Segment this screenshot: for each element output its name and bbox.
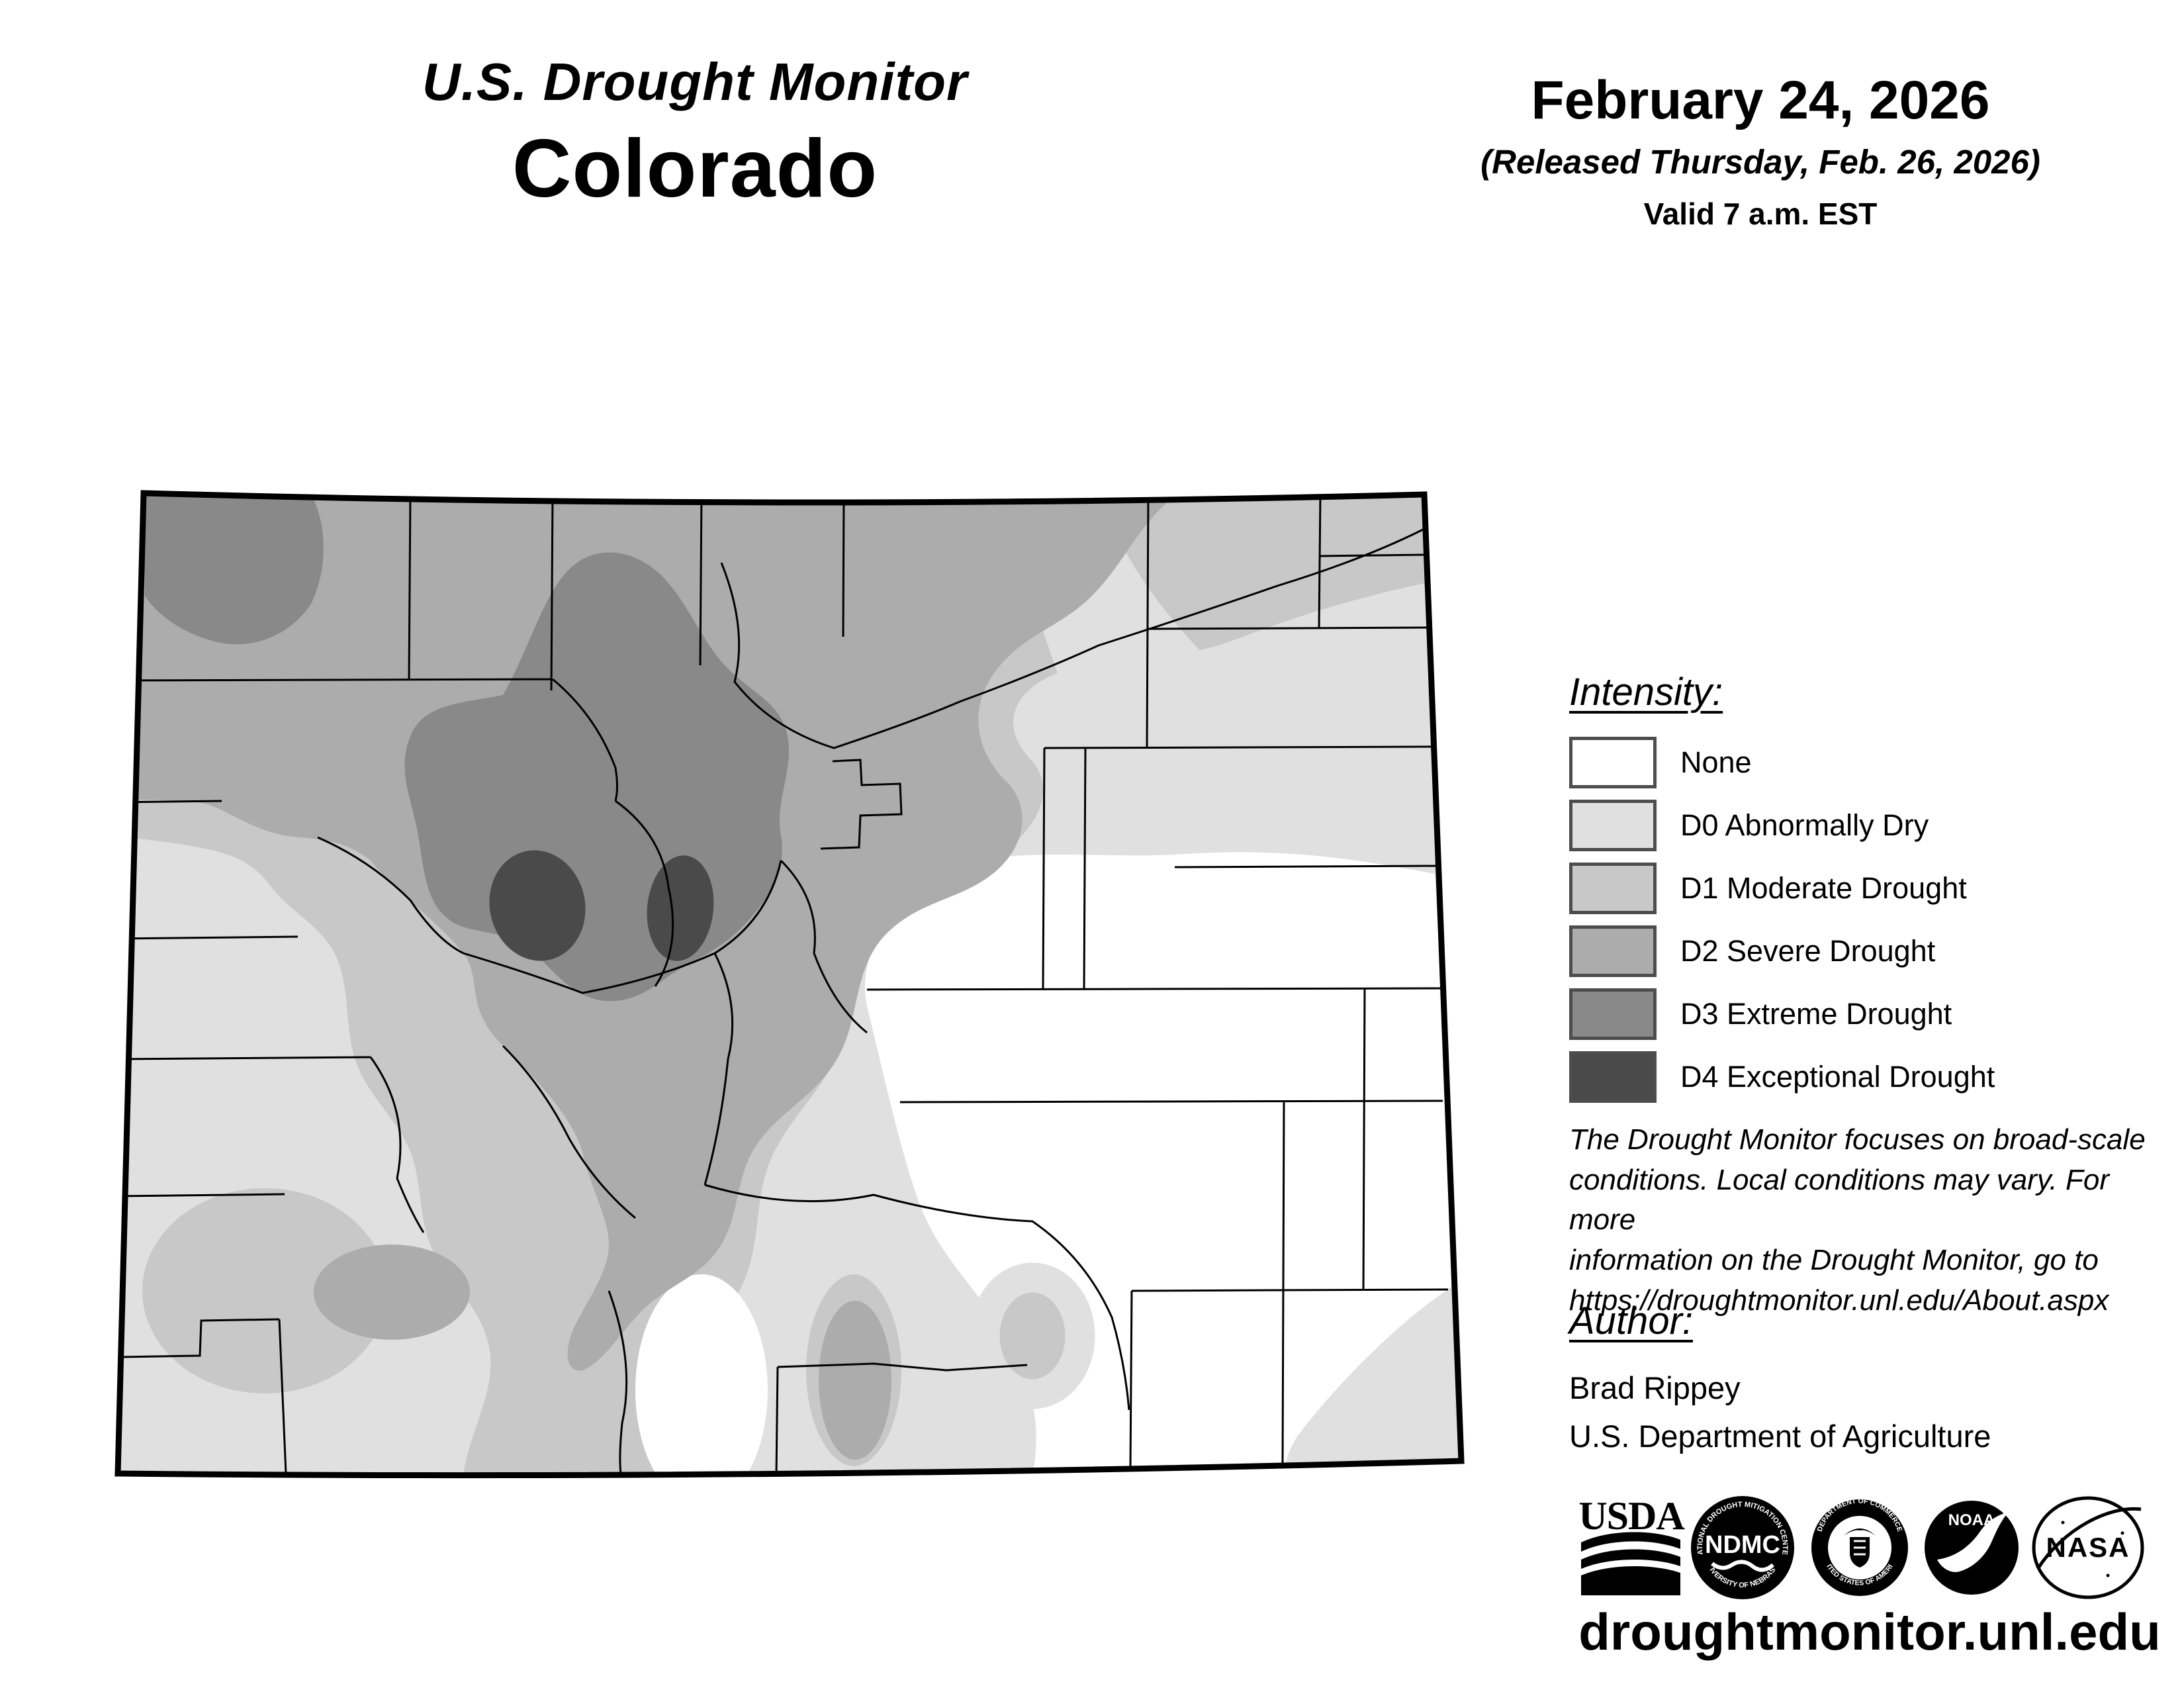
- drought-region-d2-southwest: [314, 1244, 470, 1340]
- legend-swatch-none: [1569, 737, 1657, 788]
- agency-logos: USDA NATIONAL DROUGHT MITIGATION CENTER …: [1578, 1494, 2144, 1599]
- intensity-legend: Intensity: None D0 Abnormally Dry D1 Mod…: [1569, 670, 1995, 1114]
- county-borders-squiggles: [317, 528, 1424, 1474]
- legend-label-d0: D0 Abnormally Dry: [1680, 808, 1929, 842]
- legend-label-d3: D3 Extreme Drought: [1680, 997, 1952, 1031]
- drought-region-d4-west: [489, 850, 586, 961]
- legend-swatch-d4: [1569, 1051, 1657, 1103]
- legend-row-d3: D3 Extreme Drought: [1569, 988, 1995, 1040]
- drought-region-d3-northwest: [144, 493, 324, 645]
- legend-row-none: None: [1569, 737, 1995, 788]
- disclaimer-line: conditions. Local conditions may vary. F…: [1569, 1163, 2109, 1237]
- legend-swatch-d2: [1569, 925, 1657, 977]
- usda-logo-text: USDA: [1578, 1494, 1684, 1538]
- drought-region-d4-east: [647, 855, 714, 961]
- commerce-seal-icon: DEPARTMENT OF COMMERCE UNITED STATES OF …: [1811, 1497, 1908, 1596]
- ndmc-logo-text: NDMC: [1705, 1531, 1780, 1559]
- author-name: Brad Rippey: [1569, 1370, 1741, 1405]
- no-drought-region-san-luis-valley: [635, 1274, 768, 1476]
- state-outline: [114, 490, 1465, 1479]
- legend-heading: Intensity:: [1569, 671, 1723, 714]
- legend-swatch-d3: [1569, 988, 1657, 1040]
- date-block: February 24, 2026 (Released Thursday, Fe…: [1423, 70, 2098, 232]
- colorado-drought-map: [114, 490, 1465, 1479]
- disclaimer-url: https://droughtmonitor.unl.edu/About.asp…: [1569, 1284, 2109, 1317]
- usda-logo-icon: USDA: [1578, 1494, 1685, 1595]
- author-heading: Author:: [1569, 1299, 1693, 1342]
- nasa-logo-icon: NASA: [2032, 1496, 2144, 1599]
- noaa-logo-icon: NOAA: [1925, 1501, 2019, 1595]
- drought-region-d1-southwest: [142, 1188, 387, 1393]
- disclaimer-note: The Drought Monitor focuses on broad-sca…: [1569, 1120, 2178, 1321]
- state-name-title: Colorado: [512, 123, 878, 214]
- release-date: (Released Thursday, Feb. 26, 2026): [1480, 143, 2040, 181]
- disclaimer-line: The Drought Monitor focuses on broad-sca…: [1569, 1123, 2146, 1156]
- drought-region-d2-south: [819, 1301, 891, 1460]
- legend-row-d0: D0 Abnormally Dry: [1569, 800, 1995, 851]
- author-section: Author: Brad Rippey U.S. Department of A…: [1569, 1299, 1991, 1454]
- legend-row-d1: D1 Moderate Drought: [1569, 863, 1995, 914]
- legend-label-none: None: [1680, 745, 1752, 779]
- legend-row-d4: D4 Exceptional Drought: [1569, 1051, 1995, 1103]
- legend-swatch-d0: [1569, 800, 1657, 851]
- disclaimer-line: information on the Drought Monitor, go t…: [1569, 1244, 2099, 1277]
- ndmc-logo-icon: NATIONAL DROUGHT MITIGATION CENTER UNIVE…: [1691, 1496, 1794, 1599]
- report-title: U.S. Drought Monitor: [422, 52, 968, 111]
- legend-swatch-d1: [1569, 863, 1657, 914]
- legend-label-d4: D4 Exceptional Drought: [1680, 1060, 1995, 1094]
- legend-row-d2: D2 Severe Drought: [1569, 925, 1995, 977]
- county-borders-grid: [118, 493, 1449, 1476]
- valid-time: Valid 7 a.m. EST: [1643, 197, 1878, 231]
- drought-region-d1-plains-patch: [970, 1262, 1095, 1409]
- legend-label-d1: D1 Moderate Drought: [1680, 871, 1967, 905]
- title-block: U.S. Drought Monitor Colorado: [232, 52, 1158, 216]
- website-url: droughtmonitor.unl.edu: [1578, 1603, 2161, 1661]
- nasa-logo-text: NASA: [2046, 1532, 2130, 1563]
- legend-label-d2: D2 Severe Drought: [1680, 934, 1936, 968]
- author-organization: U.S. Department of Agriculture: [1569, 1419, 1991, 1454]
- map-date: February 24, 2026: [1531, 70, 1990, 130]
